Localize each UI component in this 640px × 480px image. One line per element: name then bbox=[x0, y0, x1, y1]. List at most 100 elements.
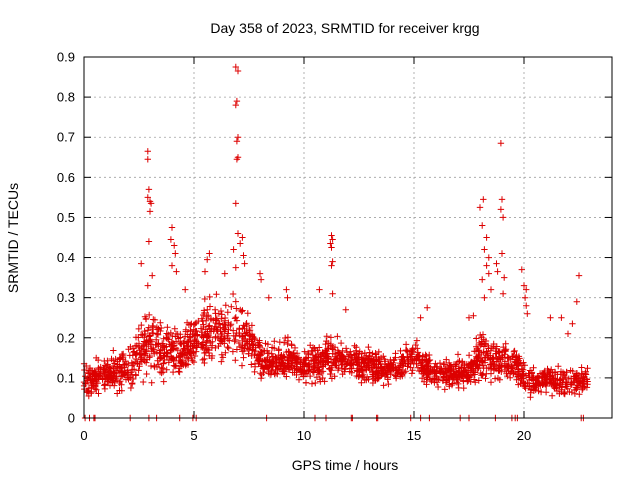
data-point bbox=[204, 306, 211, 313]
data-point bbox=[231, 338, 238, 345]
data-point bbox=[411, 356, 418, 364]
data-point bbox=[445, 365, 452, 372]
data-point bbox=[301, 348, 308, 355]
data-point bbox=[251, 360, 259, 367]
data-point bbox=[241, 330, 249, 337]
data-point bbox=[406, 350, 413, 358]
data-point bbox=[409, 367, 416, 374]
y-tick-label: 0.3 bbox=[57, 290, 75, 305]
data-point bbox=[141, 357, 148, 365]
data-point bbox=[153, 363, 161, 370]
x-axis-label: GPS time / hours bbox=[292, 457, 399, 473]
data-point bbox=[391, 356, 398, 363]
data-point bbox=[561, 390, 568, 398]
data-point bbox=[328, 232, 335, 239]
data-point bbox=[465, 314, 473, 321]
data-point bbox=[118, 387, 125, 394]
data-point bbox=[500, 343, 507, 351]
data-point bbox=[574, 373, 581, 381]
data-point bbox=[137, 356, 144, 363]
data-point bbox=[169, 332, 176, 340]
data-point bbox=[158, 369, 165, 377]
data-point bbox=[390, 366, 397, 373]
data-point bbox=[236, 343, 244, 351]
data-point bbox=[576, 380, 584, 387]
data-point bbox=[318, 353, 325, 360]
data-point bbox=[310, 369, 318, 376]
data-point bbox=[277, 366, 285, 373]
data-point bbox=[412, 341, 419, 349]
data-point bbox=[199, 356, 206, 364]
data-point bbox=[578, 364, 585, 371]
data-point bbox=[542, 389, 550, 396]
data-point bbox=[451, 371, 459, 378]
data-point bbox=[368, 357, 375, 364]
data-point bbox=[233, 138, 241, 145]
data-point bbox=[354, 360, 361, 368]
data-point bbox=[558, 384, 566, 391]
data-point bbox=[191, 352, 199, 360]
data-point bbox=[568, 381, 575, 388]
data-point bbox=[104, 374, 111, 381]
data-point bbox=[128, 362, 136, 369]
data-point bbox=[163, 343, 170, 350]
data-point bbox=[523, 302, 530, 309]
data-point bbox=[471, 369, 479, 376]
data-point bbox=[201, 355, 208, 363]
data-point bbox=[312, 379, 319, 387]
data-point bbox=[251, 336, 259, 343]
data-point bbox=[331, 350, 339, 358]
data-point bbox=[126, 352, 133, 359]
data-point bbox=[84, 387, 91, 395]
data-point bbox=[328, 262, 335, 269]
data-point bbox=[580, 373, 587, 380]
data-point bbox=[482, 375, 489, 382]
data-point bbox=[330, 360, 338, 367]
data-point bbox=[176, 365, 183, 372]
data-point bbox=[365, 343, 372, 351]
data-point bbox=[365, 352, 373, 359]
data-point bbox=[498, 196, 506, 203]
data-point bbox=[362, 355, 370, 362]
data-point bbox=[179, 349, 186, 356]
data-point bbox=[487, 379, 495, 386]
data-point bbox=[578, 370, 586, 378]
data-point bbox=[168, 355, 176, 363]
data-point bbox=[582, 370, 589, 377]
data-point bbox=[351, 342, 358, 349]
data-point bbox=[443, 356, 450, 363]
data-point bbox=[455, 384, 462, 392]
data-point bbox=[562, 381, 569, 388]
data-point bbox=[526, 382, 533, 390]
data-point bbox=[540, 381, 547, 388]
data-point bbox=[441, 361, 448, 368]
data-point bbox=[423, 352, 430, 360]
data-point bbox=[146, 311, 153, 319]
data-point bbox=[476, 351, 483, 358]
data-point bbox=[257, 276, 265, 283]
data-point bbox=[328, 244, 335, 251]
data-point bbox=[269, 363, 276, 371]
data-point bbox=[203, 338, 210, 345]
data-point bbox=[140, 378, 147, 386]
data-point bbox=[127, 369, 135, 376]
data-point bbox=[249, 341, 257, 349]
data-point bbox=[127, 384, 135, 392]
data-point bbox=[149, 272, 156, 279]
data-point bbox=[145, 238, 153, 245]
data-point bbox=[463, 374, 471, 381]
data-point bbox=[198, 329, 206, 336]
data-point bbox=[135, 325, 142, 333]
data-point bbox=[584, 365, 591, 372]
data-point bbox=[226, 337, 233, 344]
data-point bbox=[263, 364, 270, 371]
data-point bbox=[218, 358, 225, 365]
data-point bbox=[285, 356, 292, 363]
data-point bbox=[564, 330, 572, 337]
data-point bbox=[348, 360, 355, 367]
data-point bbox=[135, 367, 142, 374]
data-point bbox=[583, 384, 591, 391]
data-point bbox=[422, 351, 429, 358]
data-point bbox=[156, 355, 164, 362]
data-point bbox=[160, 344, 167, 351]
